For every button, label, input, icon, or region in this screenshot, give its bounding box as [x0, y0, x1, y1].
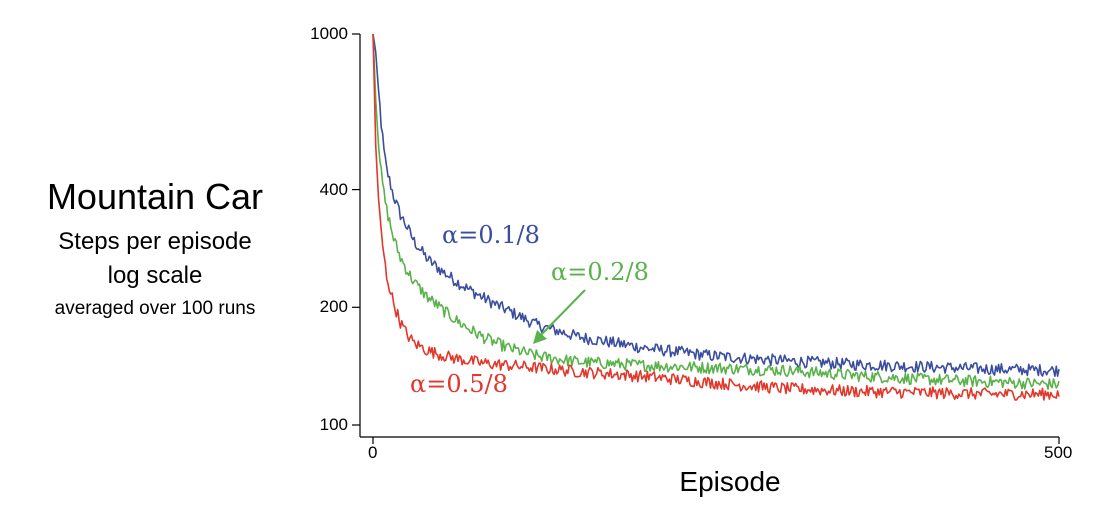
series-layer: [372, 33, 1060, 401]
annotation-arrow-head: [533, 330, 547, 344]
y-tick-label-200: 200: [319, 297, 348, 317]
x-axis-label: Episode: [679, 466, 781, 497]
tick-layer: [352, 33, 1060, 444]
series-line-1: [372, 33, 1060, 378]
series-label-alpha-0-2: α=0.2/8: [551, 258, 649, 286]
figure-side-subtitle-steps: Steps per episode: [58, 228, 252, 255]
figure-side-title: Mountain Car: [46, 176, 264, 217]
y-tick-label-400: 400: [319, 179, 348, 199]
series-label-alpha-0-1: α=0.1/8: [442, 221, 540, 249]
y-tick-label-100: 100: [319, 415, 348, 434]
y-tick-label-1000: 1000: [310, 24, 348, 43]
x-tick-label-0: 0: [368, 443, 378, 462]
series-line-3: [372, 33, 1060, 401]
x-tick-label-500: 500: [1044, 443, 1073, 462]
figure-side-subtitle-runs: averaged over 100 runs: [54, 298, 256, 319]
series-label-alpha-0-5: α=0.5/8: [410, 370, 508, 398]
series-line-2: [372, 33, 1060, 390]
figure-side-subtitle-scale: log scale: [107, 262, 203, 289]
annotation-arrow-shaft: [539, 289, 586, 337]
